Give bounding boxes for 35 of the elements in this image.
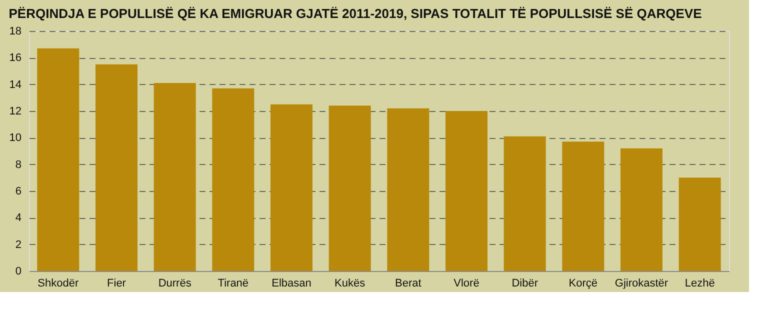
x-tick-label: Tiranë (218, 278, 249, 290)
x-tick-label: Elbasan (272, 278, 312, 290)
bar (328, 106, 371, 271)
bar (270, 104, 312, 271)
y-tick-label: 12 (9, 106, 22, 118)
x-tick-label: Fier (107, 278, 126, 290)
bar (96, 64, 138, 271)
y-tick-label: 14 (9, 78, 22, 91)
y-tick-label: 10 (9, 132, 22, 144)
bar (37, 48, 80, 271)
bar (678, 178, 721, 271)
x-tick-label: Berat (395, 278, 422, 290)
x-tick-label: Gjirokastër (614, 278, 668, 290)
chart-title: PËRQINDJA E POPULLISË QË KA EMIGRUAR GJATË 2011-2019, SIPAS TOTALIT TË POPULLSISË SË QARQEVE (8, 6, 702, 21)
x-tick-label: Durrës (158, 278, 192, 290)
y-tick-label: 6 (15, 186, 22, 198)
y-tick-label: 18 (9, 26, 22, 38)
x-tick-label: Lezhë (684, 278, 715, 290)
bar (446, 111, 488, 271)
x-tick-label: Korçë (568, 278, 598, 290)
y-tick-label: 4 (15, 212, 22, 224)
bar (562, 142, 604, 271)
y-tick-label: 8 (15, 158, 22, 171)
x-tick-label: Dibër (512, 278, 538, 290)
x-tick-label: Shkodër (38, 278, 79, 290)
bar (620, 148, 662, 271)
bar (154, 83, 196, 271)
x-tick-label: Kukës (334, 278, 366, 290)
bar (504, 136, 546, 271)
x-tick-label: Vlorë (454, 278, 480, 290)
y-tick-label: 0 (15, 266, 22, 278)
bar (387, 108, 430, 271)
y-tick-label: 16 (9, 52, 22, 64)
bar (212, 88, 254, 271)
y-tick-label: 2 (15, 238, 22, 251)
